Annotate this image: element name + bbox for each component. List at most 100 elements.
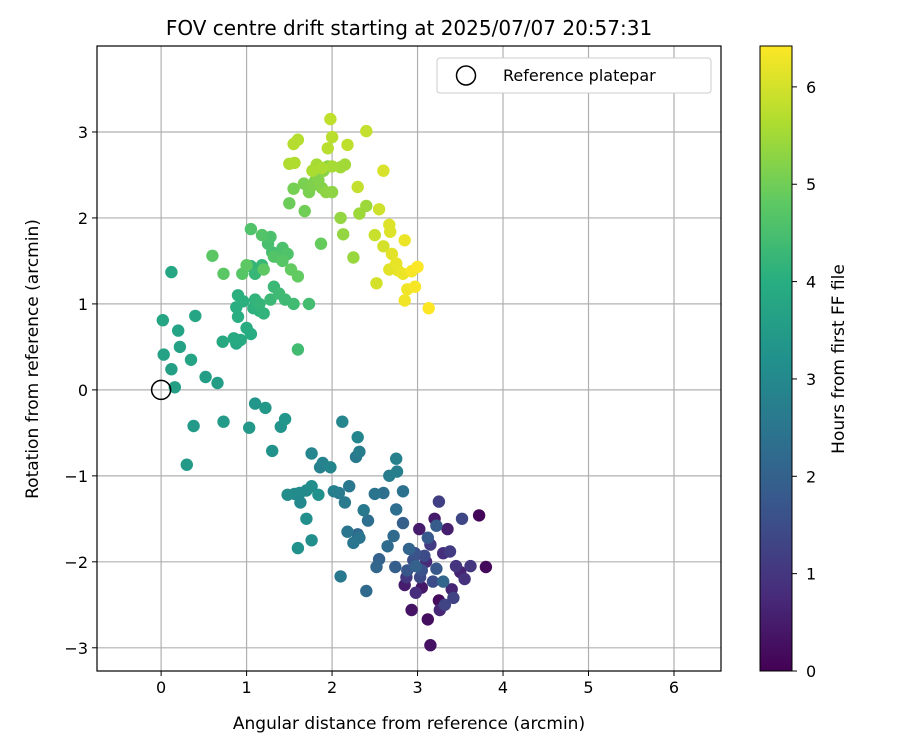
data-point	[396, 485, 410, 498]
y-tick-label: 2	[78, 209, 88, 228]
colorbar-tick-label: 1	[806, 565, 816, 584]
colorbar-tick-label: 0	[806, 662, 816, 681]
data-point	[291, 343, 305, 356]
data-point	[243, 421, 256, 434]
data-point	[237, 295, 250, 308]
reference-platepar-marker	[150, 379, 172, 401]
data-point	[430, 562, 443, 575]
data-point	[455, 512, 469, 525]
data-point	[430, 519, 443, 532]
data-point	[361, 514, 375, 527]
data-point	[360, 584, 373, 598]
data-point	[432, 495, 446, 508]
data-point	[287, 297, 300, 311]
data-point	[390, 503, 403, 516]
data-point	[405, 603, 418, 617]
reference-marker	[150, 379, 172, 401]
data-point	[172, 324, 185, 337]
data-point	[278, 412, 292, 426]
plot-frame	[96, 45, 722, 672]
colorbar-tick-label: 2	[806, 467, 816, 486]
legend-label: Reference platepar	[503, 66, 656, 85]
data-point	[300, 512, 313, 525]
colorbar-tick-label: 6	[806, 78, 816, 97]
x-tick-label: 2	[327, 678, 337, 697]
data-point	[341, 138, 354, 152]
data-point	[418, 549, 431, 562]
data-point	[438, 598, 452, 611]
data-point	[381, 540, 394, 553]
data-point	[324, 112, 337, 126]
x-tick-label: 0	[156, 678, 166, 697]
data-point	[411, 260, 424, 274]
data-point	[390, 465, 404, 478]
data-point	[291, 270, 305, 283]
data-point	[312, 173, 325, 187]
data-point	[259, 401, 272, 415]
data-point	[240, 321, 253, 335]
data-point	[437, 575, 450, 588]
data-point	[325, 185, 339, 199]
data-point	[360, 124, 373, 138]
data-point	[156, 314, 169, 327]
data-point	[449, 559, 463, 573]
grid-lines	[97, 46, 721, 671]
data-point	[165, 265, 178, 279]
data-point	[314, 237, 328, 250]
chart-title: FOV centre drift starting at 2025/07/07 …	[166, 16, 652, 40]
data-point	[305, 447, 318, 460]
data-point	[387, 529, 400, 543]
data-points	[156, 112, 493, 652]
legend: Reference platepar	[436, 57, 712, 94]
legend-marker-icon	[455, 65, 477, 86]
data-point	[276, 254, 289, 268]
data-point	[187, 419, 200, 433]
data-point	[360, 199, 373, 213]
data-point	[347, 251, 360, 264]
colorbar-tick-label: 3	[806, 370, 816, 389]
x-tick-label: 6	[669, 678, 679, 697]
colorbar-ticks: 0 1 2 3 4 5 6	[792, 78, 816, 681]
data-point	[409, 586, 422, 599]
data-point	[157, 348, 170, 361]
data-point	[294, 496, 307, 509]
data-point	[338, 158, 352, 171]
data-point	[368, 487, 381, 501]
data-point	[217, 267, 230, 280]
data-point	[189, 309, 202, 323]
colorbar-label: Hours from first FF file	[829, 264, 849, 454]
x-tick-label: 5	[583, 678, 593, 697]
data-point	[173, 340, 187, 354]
y-tick-label: −3	[64, 639, 88, 658]
data-point	[325, 160, 339, 173]
data-point	[281, 488, 294, 501]
data-point	[288, 156, 301, 170]
data-point	[324, 461, 337, 474]
data-point	[257, 263, 270, 276]
data-point	[338, 496, 352, 509]
data-point	[291, 541, 305, 555]
data-point	[408, 280, 422, 293]
data-point	[217, 415, 230, 428]
data-point	[353, 445, 366, 458]
data-point	[377, 164, 390, 177]
data-point	[377, 240, 390, 253]
data-point	[257, 307, 270, 320]
data-point	[357, 504, 370, 517]
x-tick-label: 1	[241, 678, 251, 697]
data-point	[336, 415, 349, 428]
y-tick-label: 0	[78, 381, 88, 400]
colorbar-tick-label: 5	[806, 175, 816, 194]
data-point	[396, 516, 410, 530]
data-point	[426, 575, 440, 588]
data-point	[287, 182, 300, 195]
data-point	[409, 559, 422, 573]
data-point	[398, 294, 411, 307]
data-point	[325, 130, 339, 144]
x-axis-ticks: 0 1 2 3 4 5 6	[156, 671, 679, 697]
y-tick-label: 3	[78, 123, 88, 142]
data-point	[413, 522, 426, 536]
data-point	[458, 572, 471, 586]
data-point	[402, 542, 416, 556]
data-point	[343, 480, 356, 493]
